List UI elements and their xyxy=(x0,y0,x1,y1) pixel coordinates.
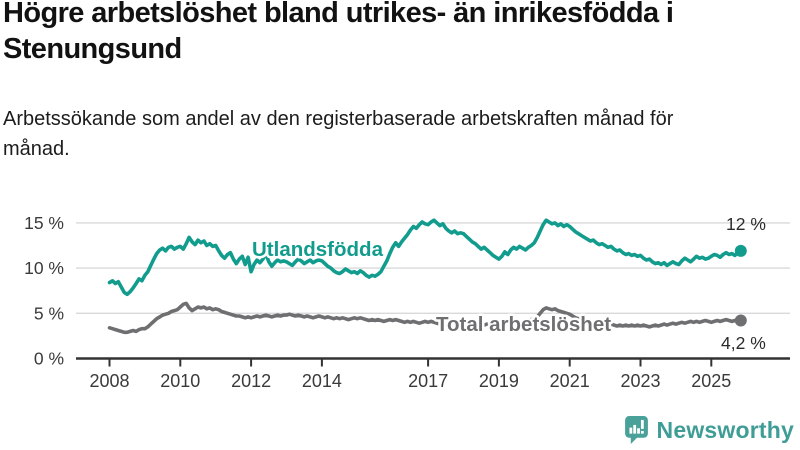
x-tick-label-2010: 2010 xyxy=(160,371,200,391)
x-tick-label-2017: 2017 xyxy=(408,371,448,391)
bar-chart-glyph xyxy=(628,419,644,434)
chart-title: Högre arbetslöshet bland utrikes- än inr… xyxy=(3,0,674,65)
line-utlandsf-dda xyxy=(107,218,743,297)
series-label-utlandsf-dda: Utlandsfödda xyxy=(252,238,384,261)
speech-bubble-shape xyxy=(624,416,648,444)
x-tick-label-2019: 2019 xyxy=(479,371,519,391)
end-dot-utlandsf-dda xyxy=(734,244,747,257)
series-label-total-arbetsl-shet: Total arbetslöshet xyxy=(436,313,611,336)
y-tick-label-10: 10 % xyxy=(24,258,64,278)
x-tick-label-2025: 2025 xyxy=(691,371,731,391)
x-tick-label-2021: 2021 xyxy=(550,371,590,391)
end-value-label-utlandsf-dda: 12 % xyxy=(726,214,766,234)
x-tick-label-2012: 2012 xyxy=(231,371,271,391)
newsworthy-logo-icon xyxy=(624,416,648,444)
newsworthy-branding: Newsworthy xyxy=(624,416,794,444)
x-tick-label-2014: 2014 xyxy=(302,371,342,391)
chart-subtitle: Arbetssökande som andel av den registerb… xyxy=(3,108,674,160)
end-value-label-total-arbetsl-shet: 4,2 % xyxy=(721,333,766,353)
line-total-arbetsl-shet xyxy=(107,301,743,335)
y-tick-label-5: 5 % xyxy=(34,303,64,323)
x-tick-label-2008: 2008 xyxy=(89,371,129,391)
newsworthy-wordmark: Newsworthy xyxy=(656,416,794,443)
x-tick-label-2023: 2023 xyxy=(620,371,660,391)
y-tick-label-15: 15 % xyxy=(24,213,64,233)
y-tick-label-0: 0 % xyxy=(34,349,64,369)
end-dot-total-arbetsl-shet xyxy=(734,314,747,327)
